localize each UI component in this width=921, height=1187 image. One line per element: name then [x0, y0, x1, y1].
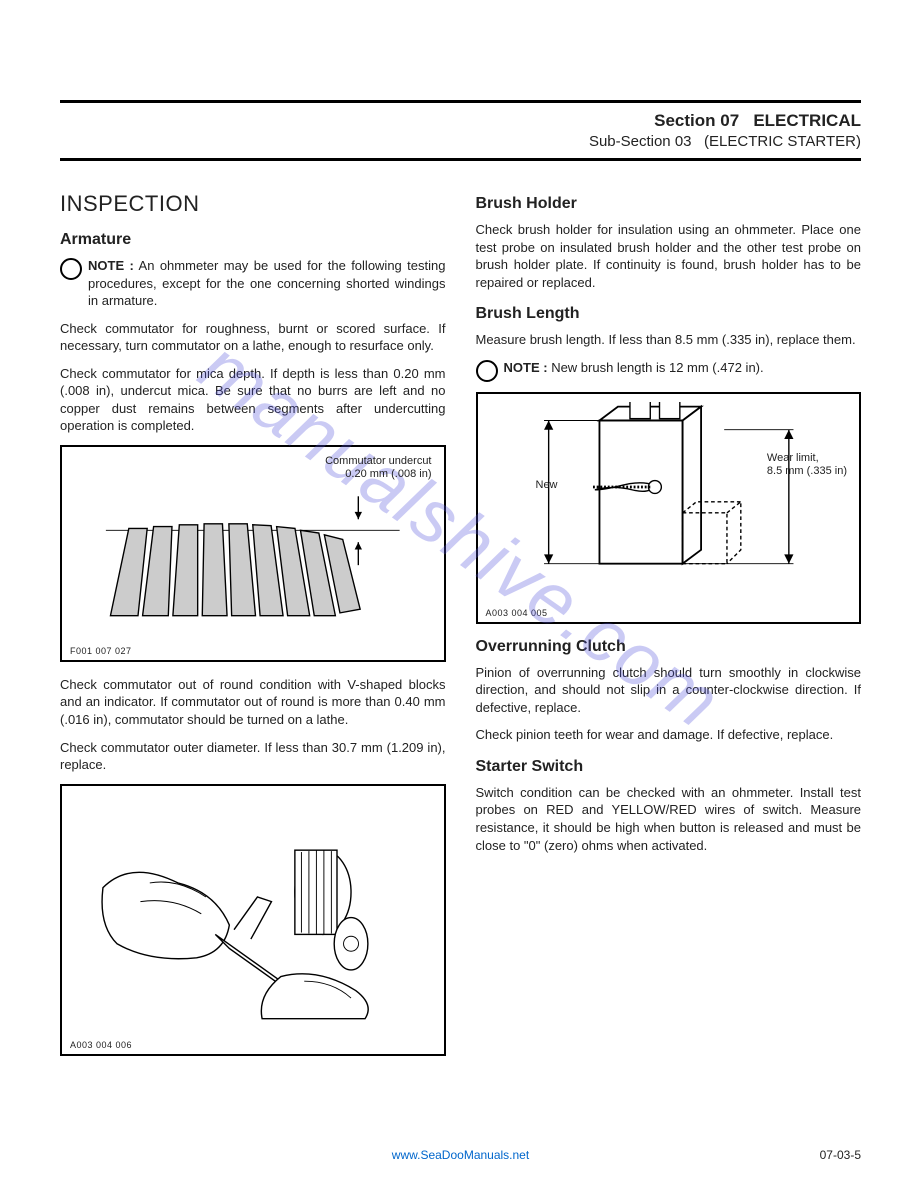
footer-link[interactable]: www.SeaDooManuals.net [0, 1148, 921, 1162]
figure-brush: New Wear limit, 8.5 mm (.335 in) [476, 392, 862, 624]
right-column: Brush Holder Check brush holder for insu… [476, 191, 862, 1070]
subsection-title: (ELECTRIC STARTER) [704, 133, 861, 150]
figure-label: Wear limit, [767, 452, 847, 465]
note-label: NOTE : [88, 258, 134, 273]
page-number: 07-03-5 [820, 1148, 861, 1162]
section-label: Section 07 [654, 111, 739, 130]
note-icon [60, 258, 82, 280]
note-text: New brush length is 12 mm (.472 in). [551, 360, 763, 375]
paragraph: Check commutator for mica depth. If dept… [60, 365, 446, 435]
note-block: NOTE : An ohmmeter may be used for the f… [60, 257, 446, 310]
figure-code: F001 007 027 [62, 642, 444, 660]
paragraph: Check brush holder for insulation using … [476, 221, 862, 291]
figure-measuring: A003 004 006 [60, 784, 446, 1056]
commutator-diagram [70, 455, 436, 634]
paragraph: Check pinion teeth for wear and damage. … [476, 726, 862, 744]
brush-diagram [486, 402, 852, 596]
figure-label: Commutator undercut [325, 455, 431, 468]
figure-label: 0.20 mm (.008 in) [325, 468, 431, 481]
note-block: NOTE : New brush length is 12 mm (.472 i… [476, 359, 862, 382]
note-icon [476, 360, 498, 382]
hands-diagram [70, 794, 436, 1028]
paragraph: Switch condition can be checked with an … [476, 784, 862, 854]
paragraph: Check commutator outer diameter. If less… [60, 739, 446, 774]
figure-label: New [536, 479, 558, 491]
paragraph: Check commutator for roughness, burnt or… [60, 320, 446, 355]
left-column: INSPECTION Armature NOTE : An ohmmeter m… [60, 191, 446, 1070]
note-label: NOTE : [504, 360, 548, 375]
armature-heading: Armature [60, 231, 446, 249]
figure-code: A003 004 005 [478, 604, 860, 622]
inspection-heading: INSPECTION [60, 191, 446, 217]
paragraph: Check commutator out of round condition … [60, 676, 446, 729]
page-header: Section 07 ELECTRICAL Sub-Section 03 (EL… [60, 100, 861, 161]
brush-holder-heading: Brush Holder [476, 195, 862, 213]
overrunning-heading: Overrunning Clutch [476, 638, 862, 656]
paragraph: Measure brush length. If less than 8.5 m… [476, 331, 862, 349]
starter-switch-heading: Starter Switch [476, 758, 862, 776]
paragraph: Pinion of overrunning clutch should turn… [476, 664, 862, 717]
figure-code: A003 004 006 [62, 1036, 444, 1054]
figure-commutator: Commutator undercut 0.20 mm (.008 in) [60, 445, 446, 662]
section-title: ELECTRICAL [753, 111, 861, 130]
figure-label: 8.5 mm (.335 in) [767, 465, 847, 478]
brush-length-heading: Brush Length [476, 305, 862, 323]
note-text: An ohmmeter may be used for the followin… [88, 258, 446, 308]
subsection-label: Sub-Section 03 [589, 133, 692, 150]
